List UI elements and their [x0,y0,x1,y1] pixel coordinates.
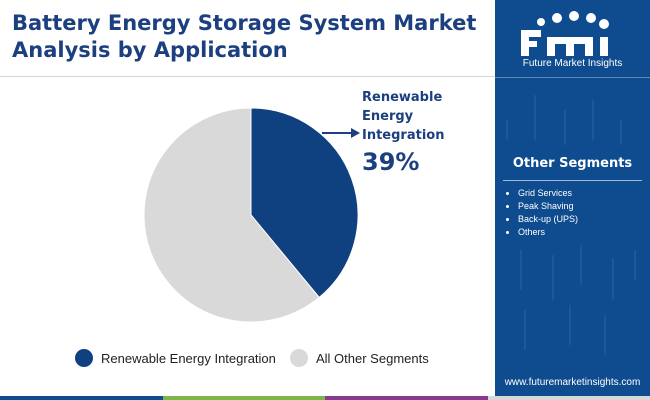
legend-item-others: All Other Segments [290,346,429,370]
pie-chart [143,107,360,323]
bottom-bar-segment-grey [487,396,650,400]
logo-dot-5 [537,18,545,26]
fmi-logo [521,11,609,56]
chart-legend: Renewable Energy Integration All Other S… [0,346,495,370]
logo-i-stem [600,37,608,56]
bullet-icon [506,218,509,221]
logo-dot-1 [552,13,562,23]
bullet-icon [506,231,509,234]
chart-title: Battery Energy Storage System Market Ana… [12,10,492,64]
logo-dot-4 [599,19,609,29]
segment-label: Peak Shaving [518,201,574,211]
legend-label-renewable: Renewable Energy Integration [101,350,276,366]
chart-panel: Battery Energy Storage System Market Ana… [0,10,495,370]
segment-item: Back-up (UPS) [506,213,646,226]
other-segments-list: Grid Services Peak Shaving Back-up (UPS)… [506,187,646,239]
segment-item: Grid Services [506,187,646,200]
sidebar-divider [495,77,650,78]
bottom-color-bar [0,396,650,400]
legend-label-others: All Other Segments [316,350,429,366]
sidebar-background-pattern [506,95,636,355]
logo-f-top [521,30,541,37]
pie-slice-all-other-segments [143,107,320,323]
bullet-icon [506,192,509,195]
segment-item: Others [506,226,646,239]
bullet-icon [506,205,509,208]
logo-m-3 [585,37,593,56]
segment-label: Others [518,227,546,237]
website-link[interactable]: www.futuremarketinsights.com [504,377,641,388]
callout-annotation: Renewable Energy Integration 39% [362,88,492,177]
bottom-bar-segment-green [162,396,325,400]
logo-f-bar [521,41,537,47]
callout-label: Renewable Energy Integration [362,90,445,143]
legend-swatch-others [290,349,308,367]
logo-dot-3 [586,13,596,23]
legend-item-renewable: Renewable Energy Integration [75,346,276,370]
callout-arrow-head [351,128,360,138]
title-line-1: Battery Energy Storage System Market [12,11,477,35]
legend-swatch-renewable [75,349,93,367]
logo-m-1 [547,37,555,56]
bottom-bar-segment-blue [0,396,163,400]
segment-item: Peak Shaving [506,200,646,213]
other-segments-rule [503,180,642,181]
callout-value: 39% [362,148,420,176]
logo-tagline: Future Market Insights [522,58,623,69]
logo-dot-2 [569,11,579,21]
pie-slice-renewable-energy-integration [250,107,359,299]
segment-label: Back-up (UPS) [518,214,579,224]
segment-label: Grid Services [518,188,573,198]
bottom-bar-segment-purple [325,396,488,400]
other-segments-heading: Other Segments [512,156,633,171]
title-divider [0,76,495,77]
sidebar: Future Market Insights Other Segments Gr… [495,0,650,396]
logo-m-2 [566,37,574,56]
title-line-2: Analysis by Application [12,38,288,62]
